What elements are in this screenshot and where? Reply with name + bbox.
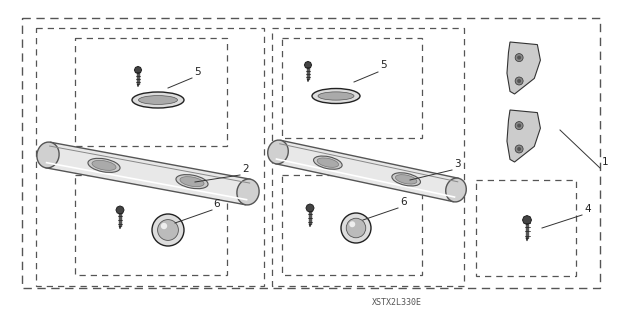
Ellipse shape <box>445 178 467 202</box>
Text: 5: 5 <box>194 67 200 77</box>
Circle shape <box>157 219 179 241</box>
Polygon shape <box>309 224 311 227</box>
Polygon shape <box>526 238 528 241</box>
Polygon shape <box>119 210 121 226</box>
Circle shape <box>517 79 521 83</box>
Bar <box>282 38 422 138</box>
Text: XSTX2L330E: XSTX2L330E <box>372 298 422 307</box>
Text: 6: 6 <box>400 197 406 207</box>
Polygon shape <box>305 61 312 69</box>
Circle shape <box>517 123 521 128</box>
Ellipse shape <box>237 179 259 205</box>
Polygon shape <box>309 208 311 224</box>
Ellipse shape <box>92 160 116 170</box>
Ellipse shape <box>318 92 354 100</box>
Polygon shape <box>137 70 139 85</box>
Circle shape <box>515 122 523 130</box>
Circle shape <box>152 214 184 246</box>
Ellipse shape <box>180 177 204 187</box>
Bar <box>272 28 464 286</box>
Ellipse shape <box>317 158 339 167</box>
Text: 2: 2 <box>242 164 248 174</box>
Polygon shape <box>134 66 141 74</box>
Polygon shape <box>507 42 540 94</box>
Bar <box>75 175 227 275</box>
Circle shape <box>515 77 523 85</box>
Polygon shape <box>307 79 309 82</box>
Polygon shape <box>507 110 540 162</box>
Polygon shape <box>119 226 121 229</box>
Bar <box>22 18 600 288</box>
Polygon shape <box>116 206 124 214</box>
Circle shape <box>515 145 523 153</box>
Circle shape <box>517 147 521 151</box>
Bar <box>75 38 227 146</box>
Ellipse shape <box>37 142 59 168</box>
Polygon shape <box>45 142 250 205</box>
Ellipse shape <box>312 88 360 103</box>
Text: 3: 3 <box>454 159 461 169</box>
Ellipse shape <box>138 96 177 104</box>
Text: 4: 4 <box>584 204 591 214</box>
Polygon shape <box>306 204 314 212</box>
Text: 1: 1 <box>602 157 609 167</box>
Ellipse shape <box>392 173 420 186</box>
Bar <box>36 28 264 286</box>
Polygon shape <box>137 85 139 87</box>
Polygon shape <box>526 220 528 238</box>
Text: 5: 5 <box>380 60 387 70</box>
Circle shape <box>161 223 167 229</box>
Circle shape <box>515 54 523 62</box>
Polygon shape <box>307 65 309 79</box>
Text: 6: 6 <box>213 199 220 209</box>
Bar <box>476 180 576 276</box>
Ellipse shape <box>268 140 288 164</box>
Ellipse shape <box>176 174 208 189</box>
Circle shape <box>349 221 355 227</box>
Polygon shape <box>275 140 458 202</box>
Ellipse shape <box>88 158 120 172</box>
Polygon shape <box>522 216 531 225</box>
Ellipse shape <box>314 156 342 169</box>
Circle shape <box>341 213 371 243</box>
Bar <box>282 175 422 275</box>
Ellipse shape <box>132 92 184 108</box>
Circle shape <box>346 218 365 238</box>
Ellipse shape <box>396 175 417 184</box>
Circle shape <box>517 56 521 60</box>
